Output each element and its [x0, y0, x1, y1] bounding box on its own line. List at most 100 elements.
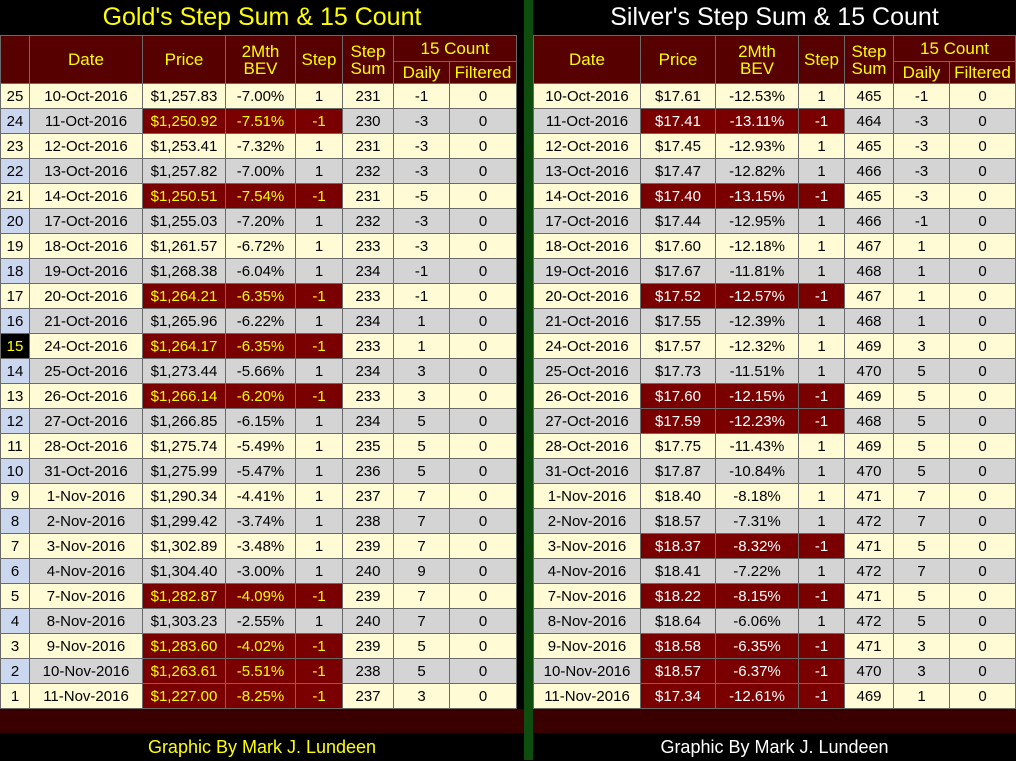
filtered-count-cell: 0 — [449, 333, 517, 359]
daily-count-cell: -1 — [893, 208, 950, 234]
step-sum-cell: 469 — [844, 683, 894, 709]
date-cell: 13-Oct-2016 — [29, 158, 143, 184]
date-cell: 2-Nov-2016 — [533, 508, 641, 534]
step-sum-cell: 239 — [342, 633, 394, 659]
bev-cell: -12.32% — [715, 333, 799, 359]
filtered-count-cell: 0 — [949, 583, 1016, 609]
step-cell: 1 — [295, 233, 343, 259]
row-index: 17 — [0, 283, 30, 309]
step-sum-cell: 237 — [342, 483, 394, 509]
daily-count-cell: 7 — [893, 508, 950, 534]
step-sum-cell: 471 — [844, 483, 894, 509]
price-cell: $1,265.96 — [142, 308, 226, 334]
bev-cell: -2.55% — [225, 608, 296, 634]
step-sum-cell: 230 — [342, 108, 394, 134]
filtered-count-cell: 0 — [449, 583, 517, 609]
silver-step-header: Step — [798, 35, 845, 84]
filtered-count-cell: 0 — [449, 83, 517, 109]
step-cell: 1 — [798, 83, 845, 109]
step-sum-cell: 469 — [844, 333, 894, 359]
bev-cell: -11.51% — [715, 358, 799, 384]
table-row: 25 10-Oct-2016 $1,257.83 -7.00% 1 231 -1 0 — [0, 83, 517, 109]
table-row: 4 8-Nov-2016 $1,303.23 -2.55% 1 240 7 0 — [0, 608, 517, 634]
row-index: 1 — [0, 683, 30, 709]
step-sum-cell: 472 — [844, 558, 894, 584]
silver-table-body: 10-Oct-2016 $17.61 -12.53% 1 465 -1 0 11-Oct-20… — [533, 83, 1016, 709]
table-row: 24 11-Oct-2016 $1,250.92 -7.51% -1 230 -3 0 — [0, 108, 517, 134]
table-row: 10-Oct-2016 $17.61 -12.53% 1 465 -1 0 — [533, 83, 1016, 109]
step-sum-cell: 464 — [844, 108, 894, 134]
row-index: 6 — [0, 558, 30, 584]
bev-cell: -4.09% — [225, 583, 296, 609]
filtered-count-cell: 0 — [949, 558, 1016, 584]
step-cell: 1 — [295, 558, 343, 584]
price-cell: $18.57 — [640, 508, 716, 534]
table-row: 7-Nov-2016 $18.22 -8.15% -1 471 5 0 — [533, 583, 1016, 609]
filtered-count-cell: 0 — [949, 608, 1016, 634]
step-sum-cell: 465 — [844, 133, 894, 159]
gold-table: Date Price 2Mth BEV Step Step Sum 15 Count… — [0, 35, 517, 709]
filtered-count-cell: 0 — [949, 108, 1016, 134]
filtered-count-cell: 0 — [949, 83, 1016, 109]
date-cell: 28-Oct-2016 — [29, 433, 143, 459]
silver-credit: Graphic By Mark J. Lundeen — [660, 737, 889, 757]
date-cell: 20-Oct-2016 — [29, 283, 143, 309]
step-cell: 1 — [798, 433, 845, 459]
bev-cell: -3.00% — [225, 558, 296, 584]
price-cell: $1,283.60 — [142, 633, 226, 659]
date-cell: 8-Nov-2016 — [29, 608, 143, 634]
silver-stepsum-header: Step Sum — [844, 35, 894, 84]
silver-table: Date Price 2Mth BEV Step Step Sum 15 Count… — [533, 35, 1016, 709]
gold-step-header: Step — [295, 35, 343, 84]
step-cell: -1 — [295, 283, 343, 309]
step-sum-cell: 468 — [844, 308, 894, 334]
price-cell: $17.67 — [640, 258, 716, 284]
bev-cell: -13.15% — [715, 183, 799, 209]
table-row: 18-Oct-2016 $17.60 -12.18% 1 467 1 0 — [533, 233, 1016, 259]
step-cell: 1 — [798, 458, 845, 484]
step-cell: 1 — [295, 83, 343, 109]
table-row: 27-Oct-2016 $17.59 -12.23% -1 468 5 0 — [533, 408, 1016, 434]
step-sum-cell: 470 — [844, 458, 894, 484]
row-index: 15 — [0, 333, 30, 359]
gold-bev-header: 2Mth BEV — [225, 35, 296, 84]
bev-cell: -12.61% — [715, 683, 799, 709]
filtered-count-cell: 0 — [449, 383, 517, 409]
step-sum-cell: 238 — [342, 658, 394, 684]
date-cell: 27-Oct-2016 — [29, 408, 143, 434]
step-cell: -1 — [295, 683, 343, 709]
price-cell: $1,302.89 — [142, 533, 226, 559]
silver-bev-header-line1: 2Mth — [738, 41, 776, 61]
row-index: 12 — [0, 408, 30, 434]
panel-divider — [524, 0, 533, 760]
date-cell: 25-Oct-2016 — [533, 358, 641, 384]
bev-cell: -3.74% — [225, 508, 296, 534]
daily-count-cell: 1 — [893, 233, 950, 259]
table-row: 7 3-Nov-2016 $1,302.89 -3.48% 1 239 7 0 — [0, 533, 517, 559]
table-row: 12-Oct-2016 $17.45 -12.93% 1 465 -3 0 — [533, 133, 1016, 159]
date-cell: 19-Oct-2016 — [29, 258, 143, 284]
price-cell: $1,253.41 — [142, 133, 226, 159]
date-cell: 12-Oct-2016 — [533, 133, 641, 159]
step-cell: 1 — [295, 408, 343, 434]
row-index: 8 — [0, 508, 30, 534]
gold-title: Gold's Step Sum & 15 Count — [102, 3, 422, 31]
filtered-count-cell: 0 — [949, 233, 1016, 259]
bev-cell: -12.95% — [715, 208, 799, 234]
table-row: 17 20-Oct-2016 $1,264.21 -6.35% -1 233 -1 0 — [0, 283, 517, 309]
table-row: 8 2-Nov-2016 $1,299.42 -3.74% 1 238 7 0 — [0, 508, 517, 534]
table-row: 1 11-Nov-2016 $1,227.00 -8.25% -1 237 3 0 — [0, 683, 517, 709]
silver-bev-header-line2: BEV — [739, 58, 775, 78]
filtered-count-cell: 0 — [449, 508, 517, 534]
price-cell: $17.60 — [640, 233, 716, 259]
table-row: 12 27-Oct-2016 $1,266.85 -6.15% 1 234 5 0 — [0, 408, 517, 434]
bev-cell: -12.15% — [715, 383, 799, 409]
gold-stepsum-header-line1: Step — [350, 41, 386, 61]
price-cell: $17.44 — [640, 208, 716, 234]
step-sum-cell: 233 — [342, 233, 394, 259]
row-index: 20 — [0, 208, 30, 234]
step-sum-cell: 465 — [844, 183, 894, 209]
row-index: 25 — [0, 83, 30, 109]
daily-count-cell: 3 — [893, 333, 950, 359]
price-cell: $18.37 — [640, 533, 716, 559]
